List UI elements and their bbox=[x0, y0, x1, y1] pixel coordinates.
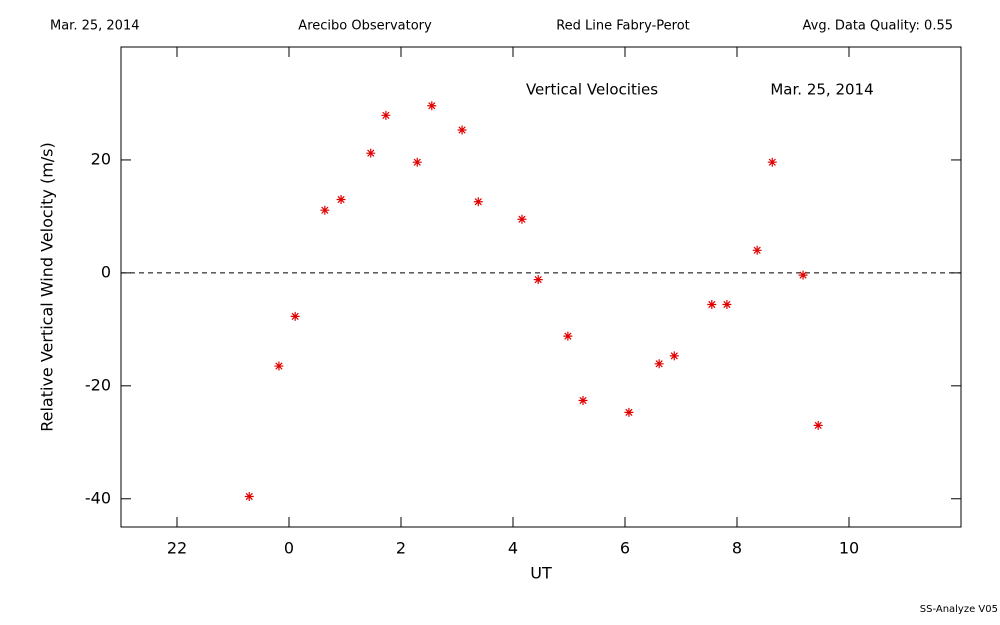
point bbox=[473, 197, 483, 207]
point bbox=[563, 331, 573, 341]
chart-title: Vertical Velocities bbox=[526, 81, 658, 99]
point bbox=[517, 214, 527, 224]
point bbox=[336, 194, 346, 204]
point bbox=[381, 110, 391, 120]
point bbox=[752, 245, 762, 255]
y-tick-label: 20 bbox=[91, 149, 111, 168]
plot-frame bbox=[120, 46, 962, 528]
x-tick-label: 2 bbox=[396, 539, 406, 558]
point bbox=[654, 359, 664, 369]
y-axis-label: Relative Vertical Wind Velocity (m/s) bbox=[38, 142, 57, 432]
y-tick-label: 0 bbox=[101, 262, 111, 281]
point bbox=[290, 311, 300, 321]
header-date: Mar. 25, 2014 bbox=[50, 19, 140, 34]
y-tick-label: -40 bbox=[85, 488, 111, 507]
point bbox=[813, 420, 823, 430]
point bbox=[457, 125, 467, 135]
point bbox=[722, 300, 732, 310]
point bbox=[320, 205, 330, 215]
y-tick-label: -20 bbox=[85, 375, 111, 394]
x-tick-label: 8 bbox=[732, 539, 742, 558]
x-tick-label: 0 bbox=[284, 539, 294, 558]
point bbox=[366, 148, 376, 158]
point bbox=[624, 407, 634, 417]
x-tick-label: 4 bbox=[508, 539, 518, 558]
x-tick-label: 6 bbox=[620, 539, 630, 558]
point bbox=[274, 361, 284, 371]
point bbox=[669, 351, 679, 361]
point bbox=[427, 101, 437, 111]
point bbox=[412, 157, 422, 167]
x-axis-label: UT bbox=[530, 564, 552, 583]
point bbox=[578, 396, 588, 406]
header-site: Arecibo Observatory bbox=[298, 19, 432, 34]
header-instrument: Red Line Fabry-Perot bbox=[556, 19, 690, 34]
point bbox=[798, 270, 808, 280]
chart-subtitle: Mar. 25, 2014 bbox=[770, 81, 873, 99]
point bbox=[533, 275, 543, 285]
header-quality: Avg. Data Quality: 0.55 bbox=[803, 19, 953, 34]
point bbox=[707, 300, 717, 310]
point bbox=[767, 157, 777, 167]
x-tick-label: 10 bbox=[839, 539, 859, 558]
x-tick-label: 22 bbox=[167, 539, 187, 558]
point bbox=[244, 492, 254, 502]
footer: SS-Analyze V05 bbox=[920, 604, 998, 615]
